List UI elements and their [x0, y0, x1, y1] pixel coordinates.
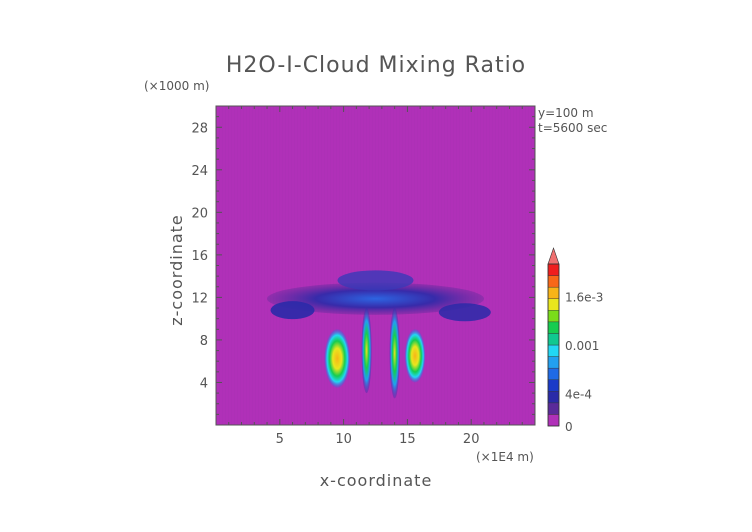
y-tick-label: 4 [200, 376, 208, 391]
x-axis-ticks: 5 10 15 20 [228, 106, 523, 447]
chart-title: H2O-I-Cloud Mixing Ratio [226, 53, 526, 78]
colorbar: 0 4e-4 0.001 1.6e-3 [547, 247, 603, 434]
colorbar-segment [547, 414, 560, 427]
x-tick-label: 5 [276, 432, 284, 447]
colorbar-tick-label: 1.6e-3 [565, 290, 603, 304]
x-tick-label: 10 [335, 432, 352, 447]
plot-area [216, 106, 535, 425]
colorbar-segment [547, 333, 560, 346]
cloud-features [267, 270, 491, 399]
colorbar-tick-label: 4e-4 [565, 388, 592, 402]
feature-right-core [404, 329, 426, 383]
y-tick-label: 20 [191, 206, 208, 221]
y-tick-label: 28 [191, 121, 208, 136]
x-tick-label: 15 [399, 432, 416, 447]
colorbar-segment [547, 286, 560, 299]
feature-anvil-top [337, 270, 414, 291]
colorbar-extend-arrow [547, 247, 560, 265]
colorbar-tick-label: 0.001 [565, 339, 599, 353]
colorbar-border [547, 263, 560, 427]
colorbar-segment [547, 402, 560, 415]
y-axis-label: z-coordinate [167, 214, 186, 326]
x-tick-label: 20 [463, 432, 480, 447]
y-tick-label: 24 [191, 164, 208, 179]
feature-center-left-shaft [361, 308, 372, 394]
feature-left-core [324, 329, 350, 388]
colorbar-segment [547, 367, 560, 380]
colorbar-segment [547, 344, 560, 357]
feature-anvil-left-lobe [270, 301, 315, 320]
colorbar-segment [547, 275, 560, 288]
y-tick-label: 12 [191, 291, 208, 306]
feature-center-right-shaft [389, 308, 400, 399]
annotation-y: y=100 m [538, 106, 594, 120]
colorbar-tick-label: 0 [565, 420, 573, 434]
x-axis-label: x-coordinate [320, 471, 433, 490]
y-tick-label: 8 [200, 334, 208, 349]
feature-anvil-right-lobe [438, 303, 491, 322]
colorbar-segment [547, 356, 560, 369]
colorbar-segment [547, 263, 560, 276]
feature-anvil [267, 282, 484, 315]
colorbar-segment [547, 391, 560, 404]
plot-grid-texture [216, 106, 535, 425]
colorbar-segment [547, 379, 560, 392]
x-unit-label: (×1E4 m) [476, 450, 534, 464]
y-unit-label: (×1000 m) [144, 79, 209, 93]
colorbar-segment [547, 310, 560, 323]
y-axis-ticks: 4 8 12 16 20 24 28 [191, 116, 535, 415]
colorbar-segment [547, 321, 560, 334]
annotation-t: t=5600 sec [538, 121, 607, 135]
colorbar-segment [547, 298, 560, 311]
y-tick-label: 16 [191, 249, 208, 264]
